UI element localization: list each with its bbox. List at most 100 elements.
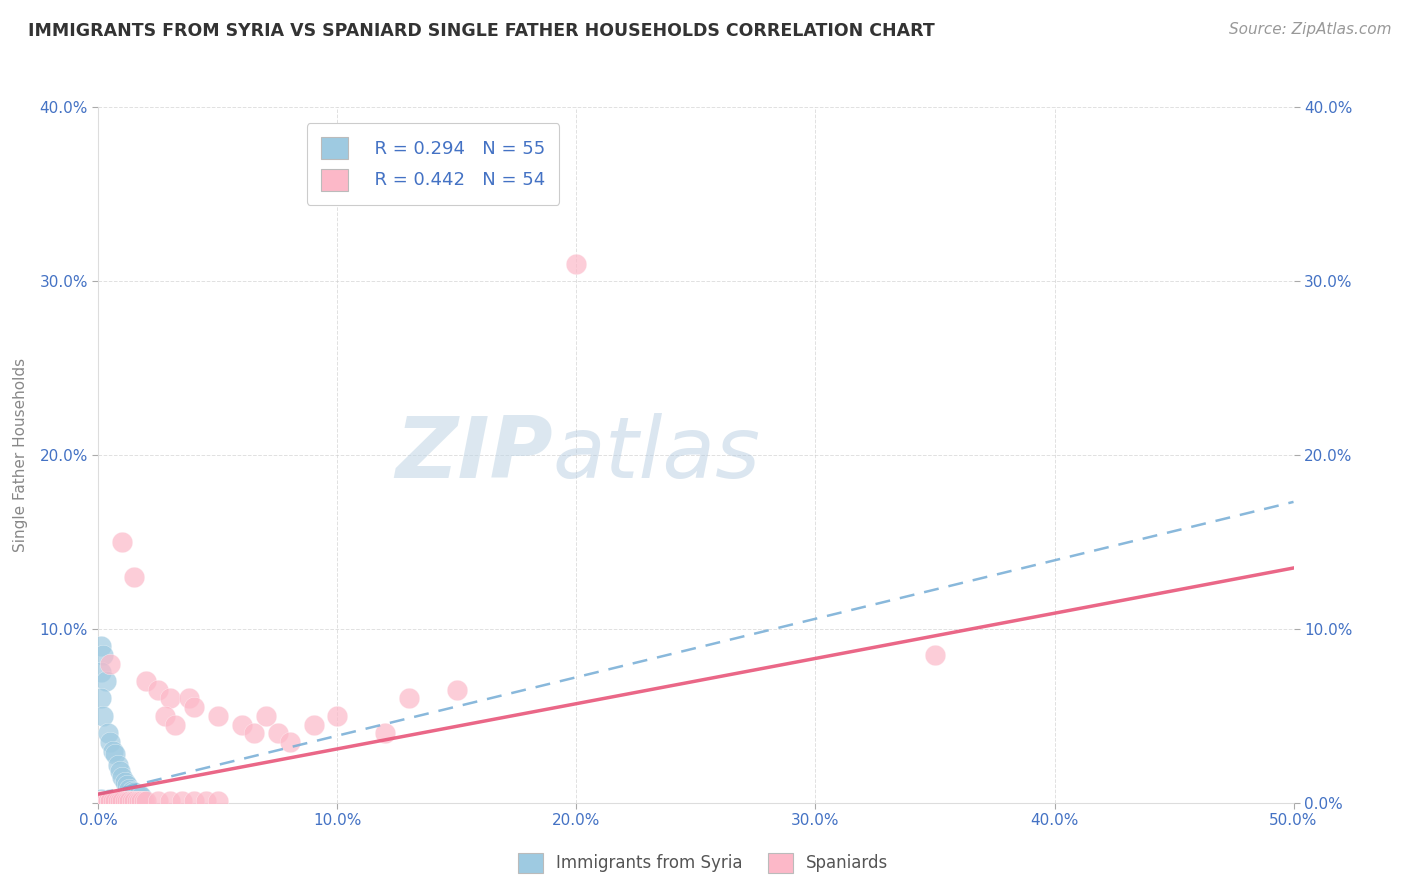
Point: [302, 717, 325, 731]
Point: [111, 794, 134, 808]
Point: [124, 785, 146, 799]
Point: [98, 794, 122, 808]
Point: [108, 764, 131, 779]
Point: [207, 708, 229, 723]
Point: [115, 778, 138, 792]
Point: [94, 794, 117, 808]
Point: [183, 794, 205, 808]
Point: [115, 794, 138, 808]
Point: [121, 794, 143, 808]
Point: [114, 794, 136, 808]
Point: [91, 794, 114, 808]
Text: ZIP: ZIP: [395, 413, 553, 497]
Point: [104, 794, 127, 808]
Point: [90, 665, 112, 680]
Point: [131, 794, 153, 808]
Point: [98, 794, 122, 808]
Point: [104, 794, 127, 808]
Legend: Immigrants from Syria, Spaniards: Immigrants from Syria, Spaniards: [512, 847, 894, 880]
Point: [91, 794, 114, 808]
Point: [114, 794, 136, 808]
Point: [128, 794, 150, 808]
Point: [101, 794, 124, 808]
Point: [108, 792, 131, 806]
Point: [194, 794, 218, 808]
Point: [90, 639, 112, 653]
Point: [107, 794, 129, 808]
Point: [98, 794, 122, 808]
Point: [111, 794, 134, 808]
Point: [118, 794, 141, 808]
Point: [121, 783, 143, 797]
Point: [326, 708, 349, 723]
Point: [108, 794, 131, 808]
Point: [91, 794, 114, 808]
Point: [94, 794, 117, 808]
Point: [94, 794, 117, 808]
Point: [90, 794, 112, 808]
Point: [131, 789, 153, 803]
Point: [101, 794, 124, 808]
Point: [94, 794, 117, 808]
Point: [90, 794, 112, 808]
Point: [114, 794, 136, 808]
Point: [91, 794, 114, 808]
Point: [91, 708, 114, 723]
Point: [90, 794, 112, 808]
Point: [97, 794, 120, 808]
Point: [163, 717, 186, 731]
Point: [125, 792, 148, 806]
Point: [135, 674, 157, 689]
Point: [124, 570, 146, 584]
Point: [97, 794, 120, 808]
Point: [159, 794, 181, 808]
Text: atlas: atlas: [553, 413, 761, 497]
Point: [94, 674, 117, 689]
Point: [118, 794, 141, 808]
Point: [254, 708, 277, 723]
Point: [97, 794, 120, 808]
Point: [90, 794, 112, 808]
Point: [104, 747, 127, 761]
Point: [231, 717, 253, 731]
Point: [108, 794, 131, 808]
Point: [91, 794, 114, 808]
Point: [155, 708, 177, 723]
Point: [98, 792, 122, 806]
Point: [172, 794, 194, 808]
Point: [97, 726, 120, 740]
Point: [135, 794, 157, 808]
Point: [125, 787, 148, 801]
Point: [94, 794, 117, 808]
Point: [267, 726, 290, 740]
Point: [183, 700, 205, 714]
Point: [98, 735, 122, 749]
Point: [924, 648, 946, 662]
Point: [111, 794, 134, 808]
Point: [114, 775, 136, 789]
Point: [243, 726, 266, 740]
Point: [107, 794, 129, 808]
Point: [128, 794, 150, 808]
Point: [398, 691, 420, 706]
Point: [111, 770, 134, 784]
Legend:   R = 0.294   N = 55,   R = 0.442   N = 54: R = 0.294 N = 55, R = 0.442 N = 54: [307, 123, 560, 205]
Point: [101, 794, 124, 808]
Point: [278, 735, 301, 749]
Point: [107, 757, 129, 772]
Y-axis label: Single Father Households: Single Father Households: [14, 358, 28, 552]
Point: [90, 792, 112, 806]
Text: IMMIGRANTS FROM SYRIA VS SPANIARD SINGLE FATHER HOUSEHOLDS CORRELATION CHART: IMMIGRANTS FROM SYRIA VS SPANIARD SINGLE…: [28, 22, 935, 40]
Point: [148, 794, 170, 808]
Point: [91, 794, 114, 808]
Point: [128, 787, 150, 801]
Point: [179, 691, 201, 706]
Point: [121, 794, 143, 808]
Point: [125, 794, 148, 808]
Point: [565, 256, 588, 270]
Point: [132, 794, 155, 808]
Point: [101, 744, 124, 758]
Point: [115, 794, 138, 808]
Point: [98, 657, 122, 671]
Text: Source: ZipAtlas.com: Source: ZipAtlas.com: [1229, 22, 1392, 37]
